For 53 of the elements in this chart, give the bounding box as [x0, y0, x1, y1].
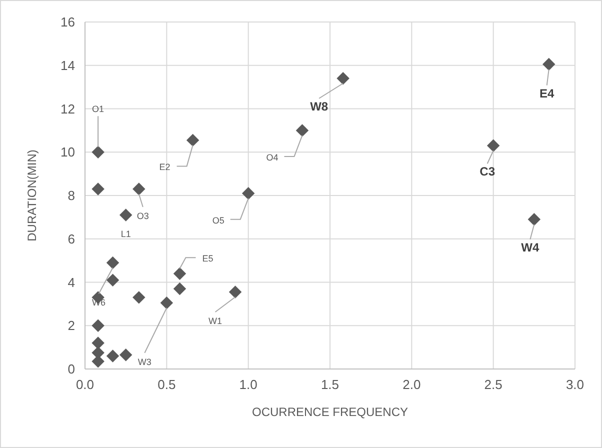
annotation: L1 — [120, 229, 131, 240]
y-tick-label: 4 — [68, 274, 75, 290]
annotation: E2 — [159, 162, 170, 172]
annotation: C3 — [480, 164, 496, 179]
annotation: O5 — [212, 215, 224, 226]
point — [173, 267, 186, 280]
x-tick-label: 1.0 — [239, 377, 258, 392]
annotation: E4 — [540, 86, 555, 100]
point — [106, 350, 120, 362]
point — [119, 348, 132, 362]
point — [486, 139, 500, 152]
y-tick-label: 14 — [60, 58, 75, 73]
y-tick-label: 12 — [60, 101, 75, 116]
x-tick-label: 3.0 — [566, 377, 584, 392]
point — [106, 256, 120, 270]
point — [160, 296, 174, 310]
point — [186, 134, 200, 147]
annotation: W3 — [138, 356, 152, 367]
x-axis-title: OCURRENCE FREQUENCY — [252, 405, 408, 419]
point — [92, 182, 104, 196]
point — [92, 146, 104, 158]
annotation: W1 — [208, 316, 222, 326]
y-tick-label: 2 — [68, 318, 75, 334]
x-tick-label: 0.5 — [158, 377, 176, 392]
point — [132, 291, 146, 304]
y-tick-label: 10 — [60, 144, 75, 160]
x-tick-label: 2.0 — [402, 377, 421, 392]
point — [336, 72, 350, 85]
annotation: O4 — [266, 152, 278, 162]
point — [542, 58, 556, 71]
point — [92, 336, 104, 350]
x-tick-label: 2.5 — [484, 377, 502, 392]
point — [132, 182, 146, 196]
annotation: O3 — [136, 210, 149, 221]
point — [119, 208, 132, 222]
point — [528, 212, 541, 226]
x-tick-label: 0.0 — [76, 377, 94, 392]
point — [106, 274, 120, 286]
x-tick-label: 1.5 — [320, 377, 340, 392]
point — [242, 186, 255, 200]
point — [228, 286, 242, 298]
y-tick-label: 8 — [68, 188, 75, 204]
y-tick-label: 0 — [68, 362, 75, 377]
point — [296, 124, 309, 137]
point — [173, 282, 186, 296]
y-axis-title: DURATION(MIN) — [25, 150, 39, 242]
annotation: E5 — [202, 254, 214, 264]
annotation: W4 — [521, 240, 540, 254]
annotation: O1 — [92, 104, 104, 114]
annotation: W8 — [310, 99, 328, 114]
y-tick-label: 16 — [60, 14, 75, 30]
y-tick-label: 6 — [68, 231, 75, 246]
point — [92, 319, 104, 332]
